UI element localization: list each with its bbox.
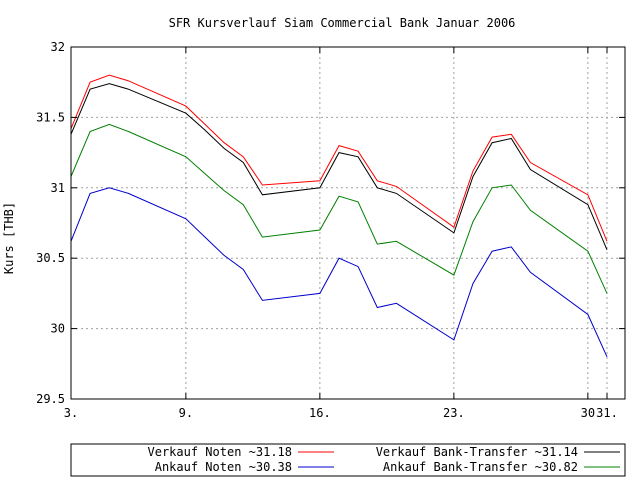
grid — [71, 47, 625, 399]
x-tick-label: 23. — [443, 406, 465, 420]
legend-entry-label: Ankauf Bank-Transfer ~30.82 — [383, 460, 578, 474]
series-line — [70, 123, 608, 294]
x-tick-label: 16. — [309, 406, 331, 420]
plot-area — [70, 46, 626, 400]
series-line — [70, 83, 608, 250]
y-tick-label: 31 — [51, 181, 65, 195]
y-tick-label: 30.5 — [36, 251, 65, 265]
chart-title: SFR Kursverlauf Siam Commercial Bank Jan… — [169, 16, 516, 30]
series-line — [70, 187, 608, 358]
series-line — [70, 74, 608, 242]
legend-entry-label: Ankauf Noten ~30.38 — [155, 460, 292, 474]
legend-entry-label: Verkauf Noten ~31.18 — [148, 445, 293, 459]
y-tick-label: 29.5 — [36, 392, 65, 406]
y-tick-label: 30 — [51, 322, 65, 336]
y-tick-label: 31.5 — [36, 110, 65, 124]
x-tick-label: 30 — [581, 406, 595, 420]
y-axis-label: Kurs [THB] — [2, 202, 16, 274]
x-tick-label: 9. — [179, 406, 193, 420]
x-tick-label: 3. — [64, 406, 78, 420]
legend-box — [70, 443, 626, 477]
legend-entry-label: Verkauf Bank-Transfer ~31.14 — [376, 445, 578, 459]
y-tick-label: 32 — [51, 40, 65, 54]
x-tick-label: 31. — [596, 406, 618, 420]
series-lines — [70, 74, 608, 358]
legend: Verkauf Noten ~31.18 Verkauf Bank-Transfe… — [70, 443, 626, 477]
